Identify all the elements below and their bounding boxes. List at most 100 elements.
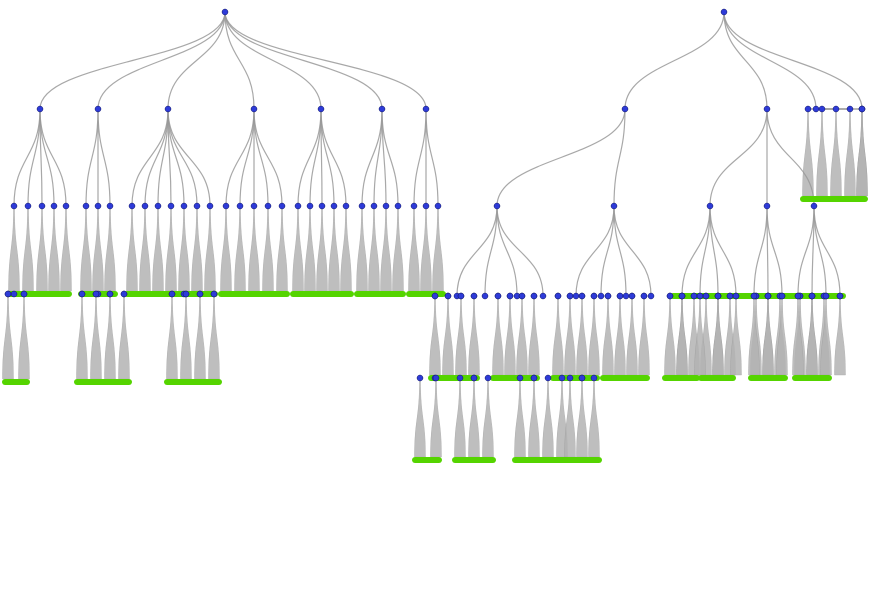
tree-edge-thin bbox=[225, 12, 426, 109]
tree-node bbox=[432, 293, 438, 299]
tree-node bbox=[667, 293, 673, 299]
tree-edge-thin bbox=[497, 206, 543, 296]
tree-node bbox=[598, 293, 604, 299]
tree-edge-wedge bbox=[19, 296, 30, 379]
tree-edge-thin bbox=[240, 109, 254, 206]
tree-node bbox=[679, 293, 685, 299]
tree-edge-thin bbox=[724, 12, 767, 109]
tree-node bbox=[83, 203, 89, 209]
tree-node bbox=[727, 293, 733, 299]
tree-edge-wedge bbox=[205, 208, 216, 291]
tree-edge-wedge bbox=[529, 380, 540, 457]
leaf-bar bbox=[452, 457, 496, 463]
tree-edge-thin bbox=[814, 206, 840, 296]
tree-node bbox=[579, 293, 585, 299]
tree-node bbox=[471, 375, 477, 381]
tree-node bbox=[295, 203, 301, 209]
tree-node bbox=[318, 106, 324, 112]
tree-node bbox=[21, 291, 27, 297]
leaf-bar bbox=[2, 379, 30, 385]
tree-node bbox=[93, 291, 99, 297]
tree-node bbox=[751, 293, 757, 299]
tree-node bbox=[142, 203, 148, 209]
tree-edge-wedge bbox=[565, 298, 576, 375]
tree-node bbox=[445, 293, 451, 299]
tree-edge-wedge bbox=[91, 296, 102, 379]
tree-node bbox=[183, 291, 189, 297]
tree-edge-wedge bbox=[577, 380, 588, 457]
tree-node bbox=[482, 293, 488, 299]
leaf-bar bbox=[748, 375, 788, 381]
tree-edge-thin bbox=[625, 12, 724, 109]
tree-node bbox=[107, 291, 113, 297]
tree-node bbox=[617, 293, 623, 299]
leaf-bar bbox=[562, 457, 602, 463]
tree-edge-wedge bbox=[369, 208, 380, 291]
tree-edge-thin bbox=[298, 109, 321, 206]
tree-node bbox=[169, 291, 175, 297]
tree-node bbox=[819, 106, 825, 112]
tree-node bbox=[79, 291, 85, 297]
tree-edge-wedge bbox=[433, 208, 444, 291]
tree-edge-thin bbox=[724, 12, 816, 109]
tree-node bbox=[265, 203, 271, 209]
tree-edge-wedge bbox=[845, 111, 856, 196]
tree-node bbox=[107, 203, 113, 209]
tree-edge-thin bbox=[310, 109, 321, 206]
tree-node bbox=[859, 106, 865, 112]
tree-edge-wedge bbox=[167, 296, 178, 379]
tree-edge-wedge bbox=[483, 380, 494, 457]
tree-node bbox=[423, 203, 429, 209]
tree-node bbox=[485, 375, 491, 381]
tree-node bbox=[63, 203, 69, 209]
tree-edge-wedge bbox=[235, 208, 246, 291]
tree-edge-thin bbox=[28, 109, 40, 206]
tree-node bbox=[567, 375, 573, 381]
tree-node bbox=[833, 106, 839, 112]
tree-edge-wedge bbox=[515, 380, 526, 457]
tree-node bbox=[165, 106, 171, 112]
tree-edge-wedge bbox=[119, 296, 130, 379]
tree-edge-wedge bbox=[763, 298, 774, 375]
tree-node bbox=[457, 375, 463, 381]
tree-node bbox=[531, 375, 537, 381]
tree-edge-wedge bbox=[469, 298, 480, 375]
tree-edge-thin bbox=[614, 109, 625, 206]
leaf-bar bbox=[600, 375, 650, 381]
tree-edge-wedge bbox=[140, 208, 151, 291]
tree-edge-wedge bbox=[456, 298, 467, 375]
tree-node bbox=[823, 293, 829, 299]
tree-node bbox=[279, 203, 285, 209]
tree-edge-wedge bbox=[105, 296, 116, 379]
tree-edge-thin bbox=[98, 12, 225, 109]
tree-node bbox=[251, 203, 257, 209]
tree-edge-wedge bbox=[430, 298, 441, 375]
tree-node bbox=[517, 375, 523, 381]
tree-edge-wedge bbox=[305, 208, 316, 291]
tree-node bbox=[623, 293, 629, 299]
tree-edge-wedge bbox=[23, 208, 34, 291]
tree-node bbox=[622, 106, 628, 112]
tree-node bbox=[37, 106, 43, 112]
tree-node bbox=[805, 106, 811, 112]
tree-edge-wedge bbox=[469, 380, 480, 457]
tree-node bbox=[555, 293, 561, 299]
tree-edge-thin bbox=[497, 109, 625, 206]
tree-node bbox=[611, 203, 617, 209]
tree-edge-wedge bbox=[105, 208, 116, 291]
tree-edge-wedge bbox=[627, 298, 638, 375]
tree-edge-wedge bbox=[803, 111, 814, 196]
tree-node bbox=[319, 203, 325, 209]
tree-node bbox=[811, 203, 817, 209]
tree-edge-wedge bbox=[381, 208, 392, 291]
tree-node bbox=[423, 106, 429, 112]
tree-edge-thin bbox=[14, 109, 40, 206]
tree-edge-wedge bbox=[409, 208, 420, 291]
tree-edge-wedge bbox=[329, 208, 340, 291]
tree-node bbox=[395, 203, 401, 209]
tree-edge-wedge bbox=[665, 298, 676, 375]
tree-edge-wedge bbox=[293, 208, 304, 291]
tree-node bbox=[194, 203, 200, 209]
tree-edge-wedge bbox=[93, 208, 104, 291]
tree-edge-wedge bbox=[529, 298, 540, 375]
